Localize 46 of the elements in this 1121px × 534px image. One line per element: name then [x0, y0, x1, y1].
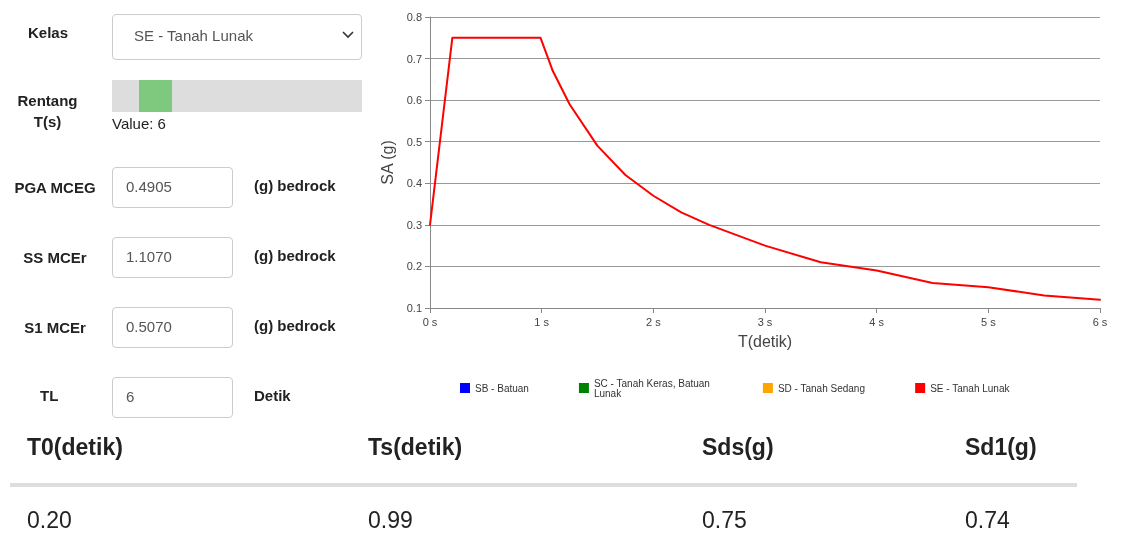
x-tick-label: 6 s	[1092, 315, 1108, 328]
text: Sd1(g)	[965, 434, 1037, 461]
text: 0.5070	[126, 318, 172, 335]
text: 6	[126, 388, 135, 405]
text: Value: 6	[112, 115, 166, 132]
text: T0(detik)	[27, 434, 123, 461]
x-tick-label: 4 s	[869, 315, 885, 328]
text: SE - Tanah Lunak	[134, 27, 253, 44]
text: Rentang T(s)	[16, 91, 79, 132]
y-axis-title: SA (g)	[378, 140, 396, 185]
y-tick-label: 0.4	[406, 177, 422, 190]
x-tick-label: 1 s	[534, 315, 550, 328]
y-tick-label: 0.6	[406, 94, 422, 107]
y-tick-label: 0.1	[406, 302, 422, 314]
legend-label: SD - Tanah Sedang	[777, 382, 865, 394]
y-tick-label: 0.8	[406, 11, 422, 23]
text: 0.74	[965, 507, 1010, 534]
text: Kelas	[28, 24, 69, 41]
text: 0.75	[702, 507, 747, 534]
line-series	[429, 36, 1101, 301]
text: 1.1070	[126, 248, 172, 265]
legend-label: SC - Tanah Keras, Batuan Lunak	[593, 377, 713, 399]
x-tick-label: 0 s	[422, 315, 438, 328]
text: Ts(detik)	[368, 434, 463, 461]
legend-label: SB - Batuan	[475, 382, 529, 394]
text: Sds(g)	[702, 434, 774, 461]
text: SS MCEr	[22, 248, 88, 268]
y-tick-label: 0.7	[406, 52, 422, 65]
x-tick-label: 3 s	[757, 315, 773, 328]
text: TL	[40, 387, 59, 404]
y-tick-label: 0.3	[406, 218, 422, 231]
x-axis-title: T(detik)	[737, 332, 793, 350]
text: PGA MCEG	[13, 178, 97, 198]
legend-label: SE - Tanah Lunak	[930, 382, 1011, 394]
text: (g) bedrock	[254, 177, 336, 194]
text: Detik	[254, 387, 291, 404]
text: S1 MCEr	[23, 318, 87, 338]
y-tick-label: 0.2	[406, 260, 422, 273]
text: 0.20	[27, 507, 72, 534]
text: 0.4905	[126, 178, 172, 195]
x-tick-label: 5 s	[980, 315, 997, 328]
text: (g) bedrock	[254, 317, 336, 334]
text: 0.99	[368, 507, 413, 534]
x-tick-label: 2 s	[645, 315, 662, 328]
text: (g) bedrock	[254, 247, 336, 264]
y-tick-label: 0.5	[406, 135, 422, 148]
